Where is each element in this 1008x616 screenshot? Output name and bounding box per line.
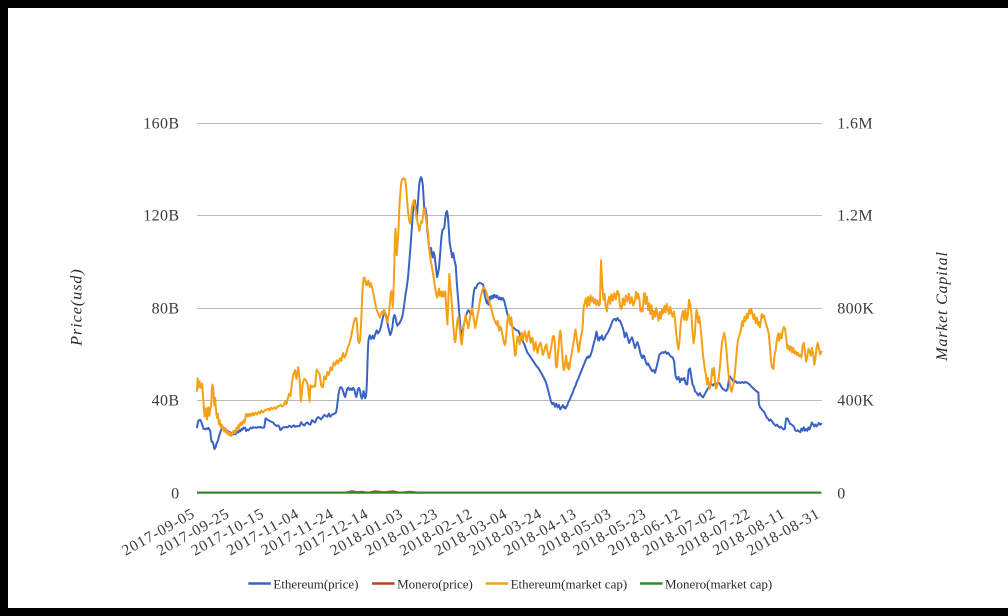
- svg-text:Ethereum(price): Ethereum(price): [273, 576, 358, 591]
- svg-text:Monero(market cap): Monero(market cap): [665, 576, 772, 591]
- svg-text:Price(usd): Price(usd): [69, 268, 86, 347]
- svg-text:80B: 80B: [152, 301, 180, 318]
- svg-text:160B: 160B: [143, 116, 179, 133]
- svg-text:800K: 800K: [837, 301, 874, 318]
- svg-text:120B: 120B: [143, 208, 179, 225]
- svg-text:0: 0: [171, 486, 179, 503]
- svg-text:Ethereum(market cap): Ethereum(market cap): [511, 576, 628, 591]
- svg-text:1.2M: 1.2M: [837, 208, 873, 225]
- svg-text:Market Capital: Market Capital: [934, 251, 951, 361]
- svg-text:400K: 400K: [837, 393, 874, 410]
- svg-text:Monero(price): Monero(price): [397, 576, 473, 591]
- svg-text:1.6M: 1.6M: [837, 116, 873, 133]
- svg-text:40B: 40B: [152, 393, 180, 410]
- svg-text:0: 0: [837, 486, 845, 503]
